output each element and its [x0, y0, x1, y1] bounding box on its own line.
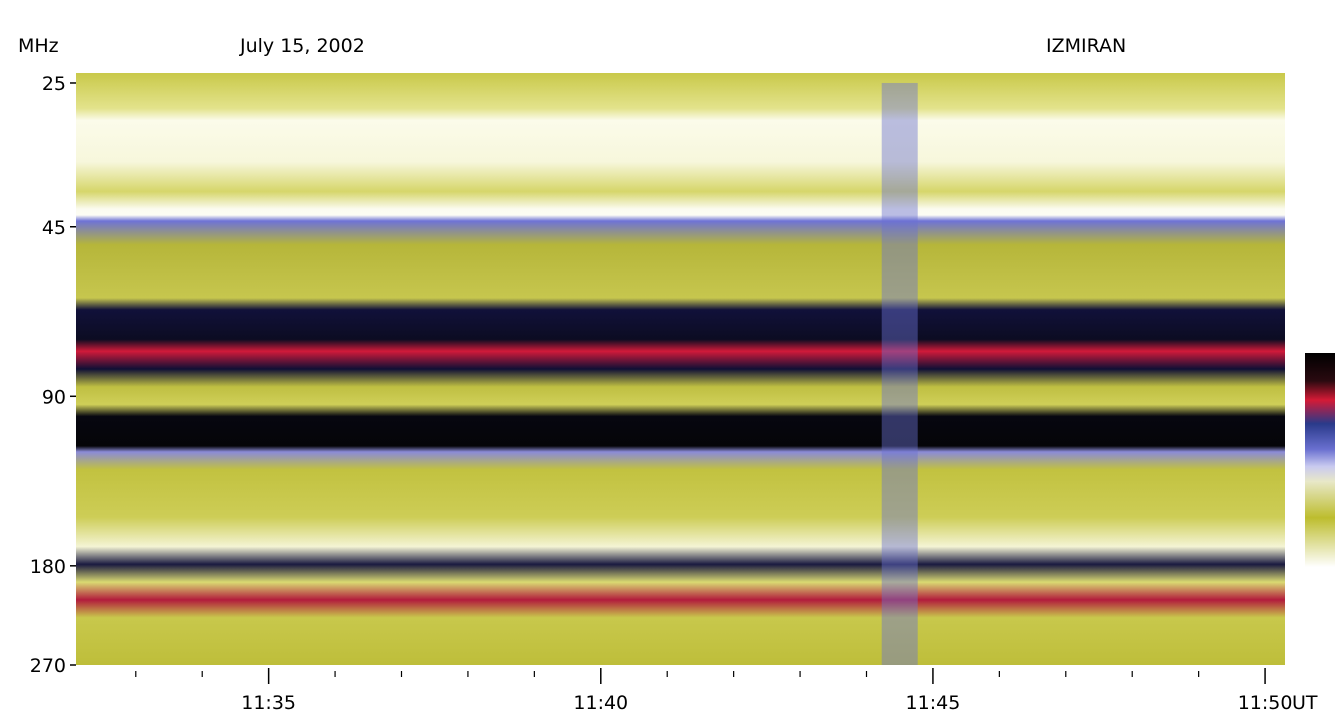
y-tick-label-180: 180 [30, 556, 66, 578]
x-tick-label-11:50: 11:50 [1238, 692, 1293, 714]
x-tick-label-11:45: 11:45 [906, 692, 961, 714]
y-tick-label-45: 45 [42, 217, 66, 239]
x-tick-label-11:35: 11:35 [241, 692, 296, 714]
intensity-colorbar [1305, 353, 1335, 567]
dynamic-spectrum [76, 73, 1285, 665]
y-tick-label-25: 25 [42, 73, 66, 95]
time-unit-label: UT [1292, 692, 1318, 714]
station-label: IZMIRAN [1046, 35, 1127, 57]
date-label: July 15, 2002 [240, 35, 365, 57]
y-tick-label-270: 270 [30, 655, 66, 677]
burst-band-0 [881, 82, 918, 666]
y-tick-label-90: 90 [42, 386, 66, 408]
x-tick-label-11:40: 11:40 [573, 692, 628, 714]
frequency-unit-label: MHz [18, 35, 59, 57]
